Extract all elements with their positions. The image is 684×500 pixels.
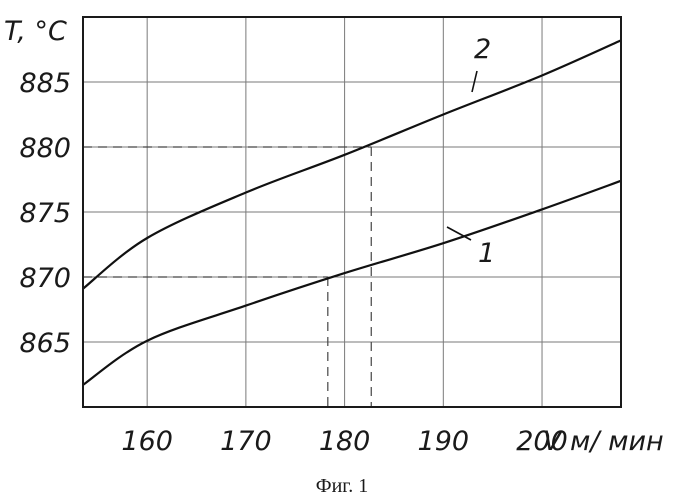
series-curves (83, 40, 621, 385)
curve-1-label: 1 (478, 238, 495, 269)
y-tick-label: 880 (19, 133, 71, 164)
y-tick-labels: 865 870 875 880 885 (19, 68, 71, 359)
y-axis-title: T, °C (4, 16, 67, 47)
y-tick-label: 875 (19, 198, 71, 229)
x-tick-label: 160 (121, 426, 173, 457)
x-tick-label: 170 (220, 426, 272, 457)
series-line-2 (83, 40, 621, 288)
figure-caption: Фиг. 1 (316, 475, 368, 497)
curve-2-label: 2 (474, 34, 491, 65)
y-tick-label: 870 (19, 263, 71, 294)
y-tick-label: 885 (19, 68, 71, 99)
series-line-1 (83, 181, 621, 385)
y-tick-label: 865 (19, 328, 71, 359)
x-tick-labels: 160170180190200 (121, 426, 567, 457)
x-tick-label: 180 (319, 426, 371, 457)
x-tick-label: 190 (418, 426, 470, 457)
x-axis-title: V м/ мин (543, 426, 664, 457)
